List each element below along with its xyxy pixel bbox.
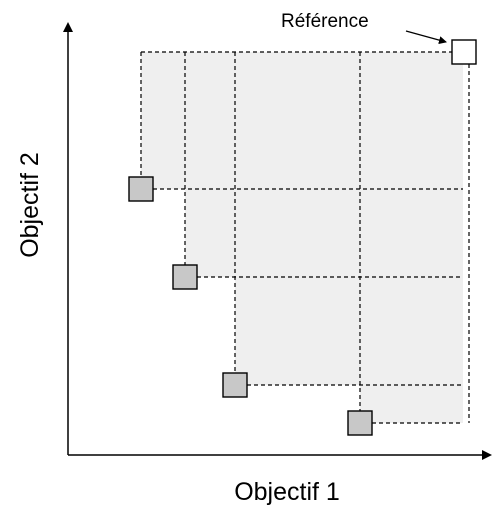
y-axis-label: Objectif 2 (16, 152, 44, 258)
pareto-point (128, 176, 154, 202)
pareto-point (347, 410, 373, 436)
dashed-grid (140, 51, 470, 424)
x-axis-label: Objectif 1 (234, 478, 340, 506)
reference-label: Référence (281, 11, 369, 32)
pareto-point (222, 372, 248, 398)
reference-point (451, 39, 477, 65)
dominated-region (141, 52, 463, 423)
reference-arrow (405, 30, 447, 45)
pareto-point (172, 264, 198, 290)
